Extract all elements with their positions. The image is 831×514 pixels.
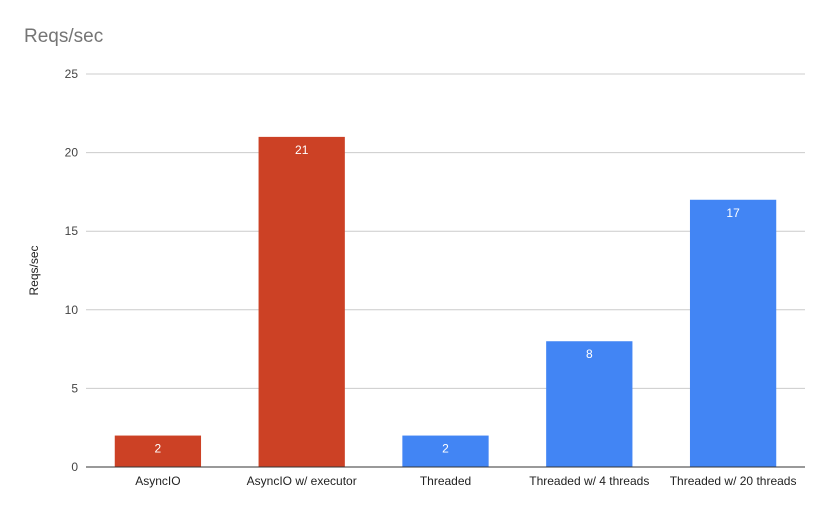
bar [114, 435, 202, 467]
data-label: 2 [442, 442, 449, 456]
y-axis-ticks: 0 5 10 15 20 25 [65, 67, 79, 474]
x-category-label: Threaded [420, 474, 471, 488]
y-tick-label: 15 [65, 224, 79, 238]
x-category-label: Threaded w/ 20 threads [670, 474, 797, 488]
y-tick-label: 25 [65, 67, 79, 81]
bars [114, 136, 777, 467]
y-tick-label: 10 [65, 303, 79, 317]
y-tick-label: 20 [65, 146, 79, 160]
bar [689, 199, 777, 467]
x-category-label: AsyncIO w/ executor [247, 474, 357, 488]
data-labels: 2 21 2 8 17 [155, 143, 741, 456]
bar [402, 435, 489, 467]
data-label: 17 [726, 206, 740, 220]
gridlines [86, 73, 805, 389]
data-label: 2 [155, 442, 162, 456]
chart-title: Reqs/sec [24, 26, 104, 47]
x-category-label: Threaded w/ 4 threads [529, 474, 649, 488]
bar [258, 136, 345, 467]
data-label: 8 [586, 347, 593, 361]
bar [546, 341, 633, 467]
y-axis-label: Reqs/sec [27, 245, 41, 295]
y-tick-label: 0 [71, 460, 78, 474]
x-category-label: AsyncIO [135, 474, 180, 488]
x-axis-categories: AsyncIO AsyncIO w/ executor Threaded Thread… [135, 474, 796, 488]
data-label: 21 [295, 143, 309, 157]
y-tick-label: 5 [71, 381, 78, 395]
